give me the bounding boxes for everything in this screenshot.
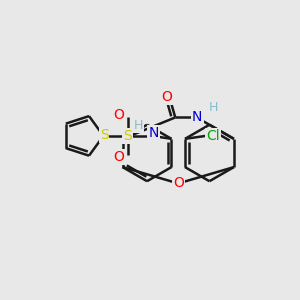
Text: N: N xyxy=(148,126,159,140)
Text: N: N xyxy=(192,110,202,124)
Text: H: H xyxy=(134,119,143,132)
Text: O: O xyxy=(161,90,172,104)
Text: O: O xyxy=(113,108,124,122)
Text: O: O xyxy=(113,150,124,164)
Text: H: H xyxy=(208,100,218,114)
Text: S: S xyxy=(123,129,132,143)
Text: O: O xyxy=(173,176,184,190)
Text: Cl: Cl xyxy=(206,129,220,143)
Text: S: S xyxy=(100,128,108,142)
